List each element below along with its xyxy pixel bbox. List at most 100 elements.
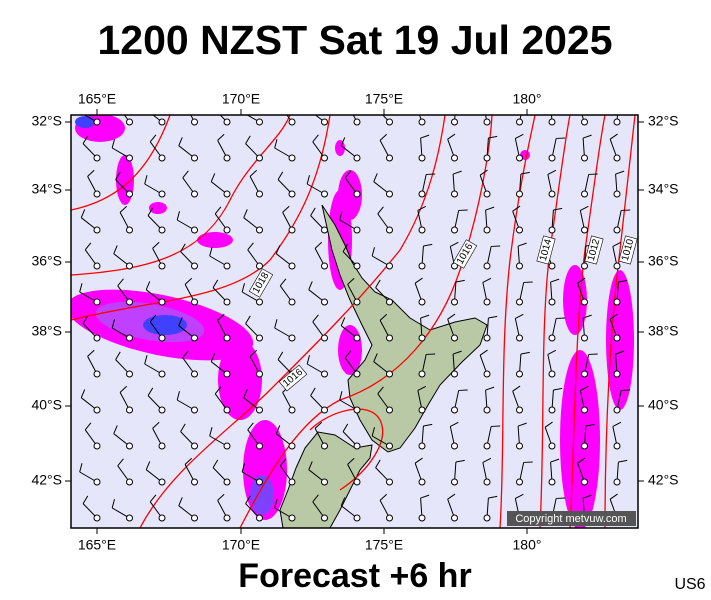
barb-feather: [306, 355, 310, 365]
barb-station: [451, 370, 458, 378]
wind-barb: [149, 314, 166, 342]
wind-barb: [339, 211, 361, 234]
wind-barb: [482, 457, 492, 486]
barb-feather: [550, 278, 560, 283]
barb-feather: [371, 247, 375, 257]
barb-feather: [340, 497, 346, 506]
barb-station: [223, 334, 231, 342]
barb-feather: [184, 277, 193, 285]
barb-station: [93, 118, 101, 126]
barb-feather: [84, 422, 92, 431]
wind-barb: [609, 133, 621, 162]
barb-station: [288, 262, 296, 270]
wind-barb: [241, 463, 263, 486]
barb-station: [581, 298, 588, 306]
wind-barb: [447, 493, 458, 522]
barb-feather: [342, 423, 349, 432]
barb-feather: [178, 317, 183, 326]
barb-station: [126, 442, 133, 450]
barb-station: [191, 298, 198, 306]
barb-station: [516, 190, 523, 198]
wind-barb: [274, 319, 296, 342]
barb-station: [256, 298, 263, 306]
isobar-label-box: [452, 239, 478, 269]
barb-station: [548, 190, 556, 198]
barb-station: [223, 262, 231, 270]
barb-station: [418, 442, 426, 450]
barb-station: [353, 262, 361, 270]
wind-barb: [308, 281, 328, 306]
wind-barb: [516, 242, 527, 270]
wind-barb: [340, 497, 361, 522]
barb-feather: [79, 283, 83, 293]
barb-station: [613, 442, 621, 450]
barb-station: [647, 515, 653, 521]
barb-feather: [113, 245, 118, 254]
barb-station: [581, 442, 588, 450]
barb-feather: [149, 314, 157, 323]
barb-station: [256, 478, 263, 486]
wind-barb: [80, 209, 101, 234]
wind-barb: [548, 387, 563, 414]
barb-station: [353, 442, 361, 450]
barb-station: [353, 190, 361, 198]
barb-station: [191, 190, 198, 198]
barb-feather: [80, 389, 86, 398]
wind-barb: [581, 353, 598, 378]
wind-barb: [451, 350, 462, 378]
barb-station: [548, 406, 556, 414]
wind-barb: [547, 349, 557, 378]
wind-barb: [451, 170, 462, 198]
barb-station: [93, 442, 101, 450]
barb-feather: [512, 385, 521, 392]
wind-barb: [246, 115, 263, 126]
wind-barb: [217, 133, 231, 162]
barb-station: [223, 226, 231, 234]
barb-feather: [414, 457, 423, 464]
barb-station: [353, 406, 361, 414]
barb-station: [483, 442, 491, 450]
barb-feather: [515, 313, 524, 319]
barb-station: [288, 226, 296, 234]
wind-barb: [581, 134, 592, 162]
wind-barb: [613, 389, 631, 414]
barb-feather: [312, 494, 319, 503]
barb-feather: [309, 101, 313, 109]
barb-feather: [455, 459, 465, 463]
wind-barb: [149, 494, 166, 522]
barb-station: [548, 154, 556, 162]
barb-feather: [115, 171, 121, 180]
wind-barb: [516, 422, 527, 450]
barb-feather: [280, 99, 286, 106]
barb-feather: [217, 313, 225, 321]
barb-feather: [145, 281, 151, 290]
barb-station: [418, 118, 426, 126]
wind-barb: [483, 386, 495, 414]
barb-feather: [483, 98, 491, 102]
wind-barb: [310, 207, 328, 234]
barb-feather: [379, 493, 388, 501]
barb-feather: [279, 278, 287, 287]
barb-feather: [274, 499, 278, 509]
wind-barb: [243, 209, 263, 234]
wind-barb: [647, 496, 660, 521]
barb-station: [386, 262, 393, 270]
wind-barb: [447, 313, 458, 342]
wind-barb: [382, 115, 393, 126]
barb-station: [288, 154, 296, 162]
barb-feather: [119, 205, 128, 213]
wind-barb: [451, 459, 465, 486]
wind-barb: [119, 205, 133, 234]
barb-station: [158, 262, 166, 270]
wind-barb: [84, 422, 101, 450]
wind-barb: [647, 207, 657, 233]
barb-station: [451, 154, 458, 162]
barb-feather: [618, 279, 628, 283]
wind-barb: [144, 355, 166, 378]
wind-barb: [373, 173, 393, 198]
barb-station: [353, 226, 361, 234]
barb-feather: [314, 241, 323, 249]
barb-station: [288, 478, 296, 486]
wind-barbs: [79, 98, 660, 522]
barb-feather: [582, 314, 592, 319]
